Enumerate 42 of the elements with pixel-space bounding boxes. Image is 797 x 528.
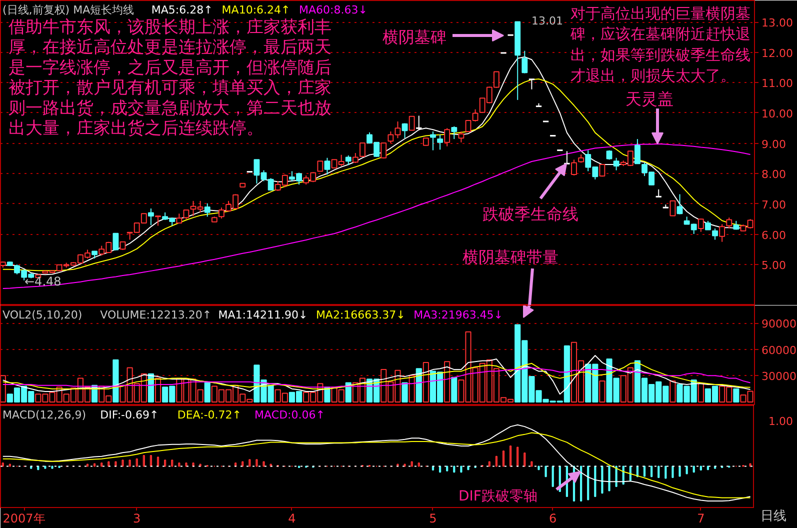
y-tick-label: 11.00 bbox=[762, 77, 793, 90]
x-tick-label: 3 bbox=[133, 512, 141, 526]
text: MACD:0.06↑ bbox=[254, 408, 325, 422]
y-tick-label: 13.00 bbox=[762, 16, 793, 30]
annotation: 跌破季生命线 bbox=[482, 204, 578, 224]
text: DEA:-0.72↑ bbox=[177, 408, 242, 422]
text: MA5:6.28↑ bbox=[151, 4, 213, 16]
y-tick-label: 90000 bbox=[762, 318, 796, 331]
annotation: ←4.48 bbox=[24, 274, 62, 288]
annotation: DIF跌破零轴 bbox=[458, 488, 538, 504]
text: MA1:14211.90↓ bbox=[218, 308, 308, 322]
chart-title: MACD(12,26,9) bbox=[2, 408, 86, 422]
y-tick-label: 6.00 bbox=[762, 228, 786, 242]
text: MA2:16663.37↓ bbox=[316, 308, 406, 322]
chart-title: VOL2(5,10,20) bbox=[2, 308, 82, 322]
text: MA60:8.63↓ bbox=[299, 4, 368, 16]
text: 日线 bbox=[760, 509, 786, 525]
y-tick-label: 7.00 bbox=[762, 198, 786, 212]
annotation: 13.01 bbox=[532, 14, 563, 28]
y-tick-label: 5.00 bbox=[762, 259, 786, 272]
annotation: 横阴墓碑带量 bbox=[462, 248, 558, 266]
annotation: 借助牛市东风，该股长期上涨，庄家获利丰厚，在接近高位处更是连拉涨停，最后两天是一字线涨停，之后又是高开，但涨停随后被打开，散户见有机可乘，填单买入，庄家则一路出货，成交量急剧放大，第二天也放出大量，庄家出货之后连续跌停。 bbox=[8, 18, 332, 139]
x-tick-label: 5 bbox=[429, 512, 437, 526]
y-tick-label: 9.00 bbox=[762, 138, 786, 151]
text: MA10:6.24↑ bbox=[222, 4, 290, 16]
annotation: VOLUME:12213.20↑ bbox=[100, 308, 212, 322]
annotation: 天灵盖 bbox=[626, 90, 674, 108]
x-tick-label: 7 bbox=[697, 512, 705, 526]
y-tick-label: 10.00 bbox=[762, 107, 793, 120]
y-tick-label: 30000 bbox=[762, 370, 796, 384]
annotation: 对于高位出现的巨量横阴墓碑，应该在墓碑附近赶快退出，如果等到跌破季生命线才退出，则损失太大了。 bbox=[570, 4, 750, 84]
y-tick-label: 12.00 bbox=[762, 46, 793, 60]
text: MA3:21963.45↓ bbox=[414, 308, 504, 322]
chart-title: (日线,前复权) MA短长均线 bbox=[2, 4, 134, 16]
text: DIF:-0.69↑ bbox=[100, 408, 159, 422]
x-tick-label: 6 bbox=[549, 512, 557, 526]
text: 1.00 bbox=[768, 415, 793, 428]
y-tick-label: 8.00 bbox=[762, 168, 786, 182]
x-tick-label: 4 bbox=[288, 512, 296, 526]
annotation: 横阴墓碑 bbox=[382, 28, 446, 46]
x-tick-label: 2007年 bbox=[2, 512, 46, 526]
y-tick-label: 60000 bbox=[762, 344, 796, 357]
